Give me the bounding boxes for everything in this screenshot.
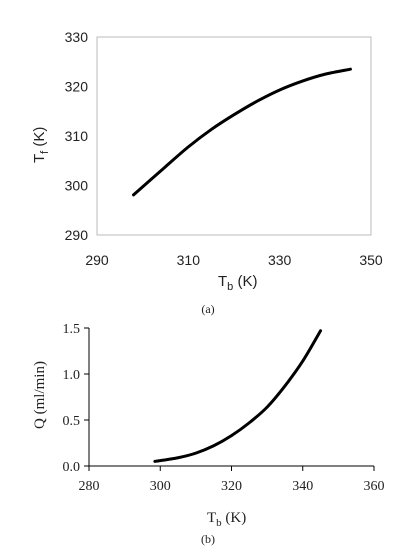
y-tick-label: 320 — [65, 79, 89, 95]
y-tick-label: 290 — [65, 227, 89, 243]
series-line-a — [132, 67, 352, 197]
x-axis-label-b-base: T — [207, 510, 216, 526]
panel-label-b: (b) — [201, 532, 215, 546]
series-line-b — [153, 329, 323, 463]
x-axis-label-a-unit: (K) — [233, 273, 257, 290]
plot-frame-a — [96, 36, 372, 236]
x-tick-label: 330 — [268, 252, 292, 268]
y-tick-label: 0.0 — [63, 460, 81, 475]
panel-a: 290 300 310 320 330 290 310 330 350 Tb (K) Tf (… — [31, 29, 383, 316]
y-tick-labels-a: 290 300 310 320 330 — [65, 29, 89, 243]
x-tick-label: 350 — [359, 252, 383, 268]
x-tick-label: 310 — [177, 252, 201, 268]
x-tick-labels-a: 290 310 330 350 — [85, 252, 383, 268]
x-tick-label: 280 — [79, 479, 100, 494]
x-tick-marks-b — [88, 466, 375, 471]
y-axis-label-a-sub: f — [39, 150, 51, 154]
x-axis-label-b-unit: (K) — [222, 510, 247, 526]
x-tick-label: 290 — [85, 252, 109, 268]
y-axis-label-a: Tf (K) — [31, 127, 51, 163]
y-tick-marks-b — [84, 327, 89, 467]
y-axis-label-a-base: T — [31, 154, 48, 163]
x-axis-label-b: Tb (K) — [207, 510, 246, 529]
y-tick-label: 310 — [65, 128, 89, 144]
y-tick-label: 1.0 — [63, 368, 81, 383]
y-axis-label-b: Q (ml/min) — [32, 361, 48, 429]
x-axis-label-a: Tb (K) — [218, 273, 257, 293]
y-tick-labels-b: 0.0 0.5 1.0 1.5 — [63, 322, 81, 475]
x-axis-label-a-base: T — [218, 273, 227, 290]
panel-label-a: (a) — [201, 302, 214, 316]
panel-b: 0.0 0.5 1.0 1.5 280 300 320 340 360 Tb (K) Q (m… — [32, 322, 385, 546]
y-tick-label: 300 — [65, 178, 89, 194]
y-tick-label: 1.5 — [63, 322, 81, 337]
x-tick-label: 340 — [292, 479, 313, 494]
y-axis-label-a-unit: (K) — [31, 127, 48, 151]
x-axis-label-b-sub: b — [216, 517, 222, 529]
x-axis-label-a-sub: b — [227, 281, 233, 293]
x-tick-label: 360 — [364, 479, 385, 494]
y-tick-label: 0.5 — [63, 414, 81, 429]
y-tick-label: 330 — [65, 29, 89, 45]
x-tick-labels-b: 280 300 320 340 360 — [79, 479, 385, 494]
x-tick-label: 300 — [150, 479, 171, 494]
x-tick-label: 320 — [221, 479, 242, 494]
